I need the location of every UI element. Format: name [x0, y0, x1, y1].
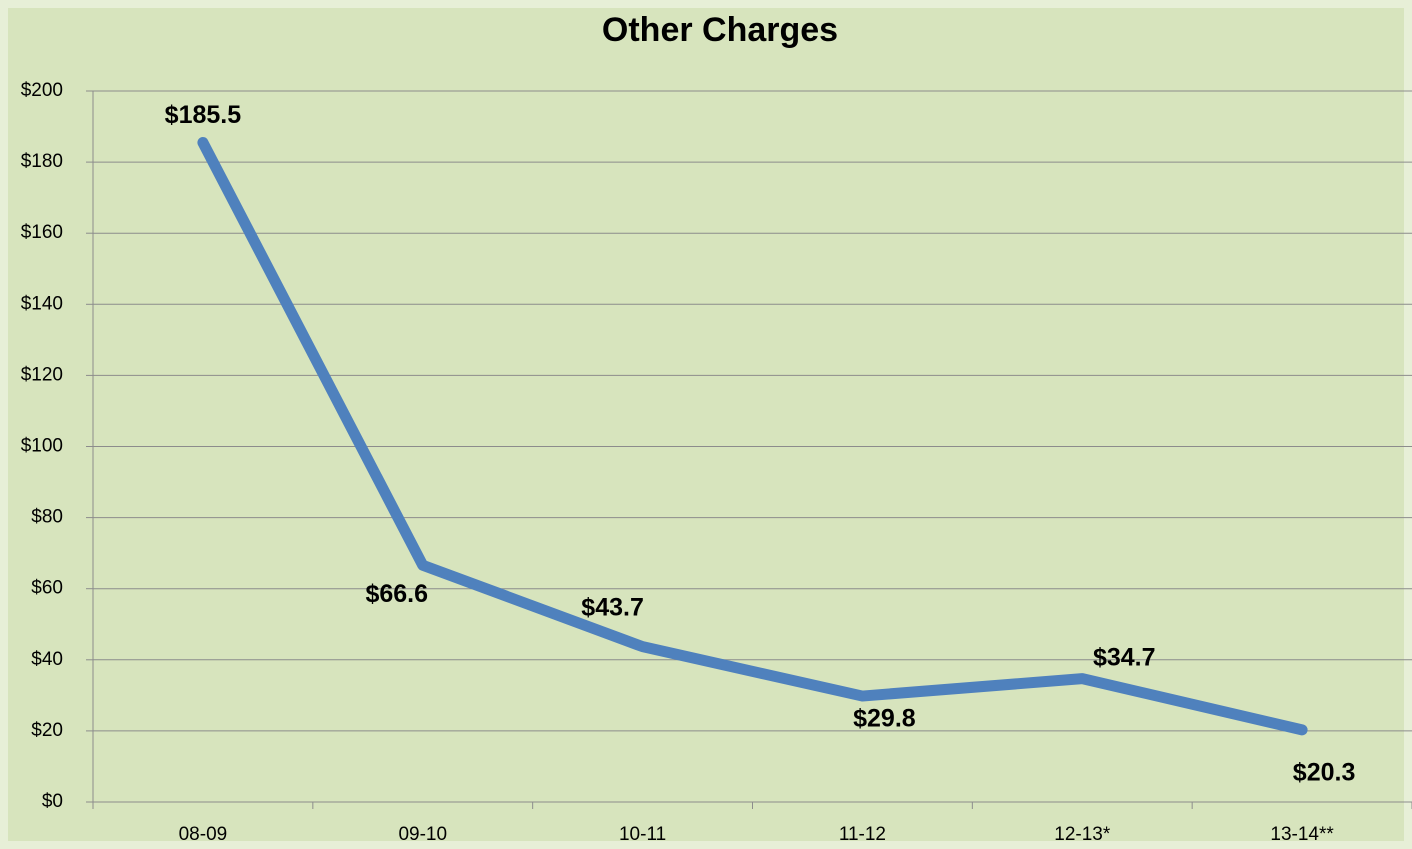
value-label: $20.3	[1293, 758, 1356, 786]
x-tick-label: 12-13*	[1054, 824, 1111, 845]
value-label: $66.6	[365, 580, 428, 608]
x-tick-label: 09-10	[398, 824, 447, 845]
y-tick-label: $200	[21, 80, 63, 101]
y-tick-label: $0	[42, 791, 63, 812]
x-tick-label: 10-11	[619, 824, 666, 845]
y-tick-label: $20	[31, 720, 63, 741]
line-series	[197, 137, 1308, 736]
y-tick-label: $60	[31, 578, 63, 599]
y-tick-label: $120	[21, 364, 63, 385]
y-tick-label: $80	[31, 507, 63, 528]
x-tick-label: 13-14**	[1270, 824, 1334, 845]
chart-title: Other Charges	[602, 11, 838, 49]
value-label: $29.8	[853, 705, 916, 733]
value-label: $43.7	[581, 593, 644, 621]
y-tick-label: $100	[21, 436, 63, 457]
value-label: $34.7	[1093, 643, 1156, 671]
y-tick-label: $160	[21, 222, 63, 243]
value-label: $185.5	[165, 101, 242, 129]
x-tick-label: 08-09	[179, 824, 228, 845]
x-tick-label: 11-12	[839, 824, 886, 845]
y-tick-label: $40	[31, 649, 63, 670]
y-tick-label: $140	[21, 293, 63, 314]
y-tick-label: $180	[21, 151, 63, 172]
